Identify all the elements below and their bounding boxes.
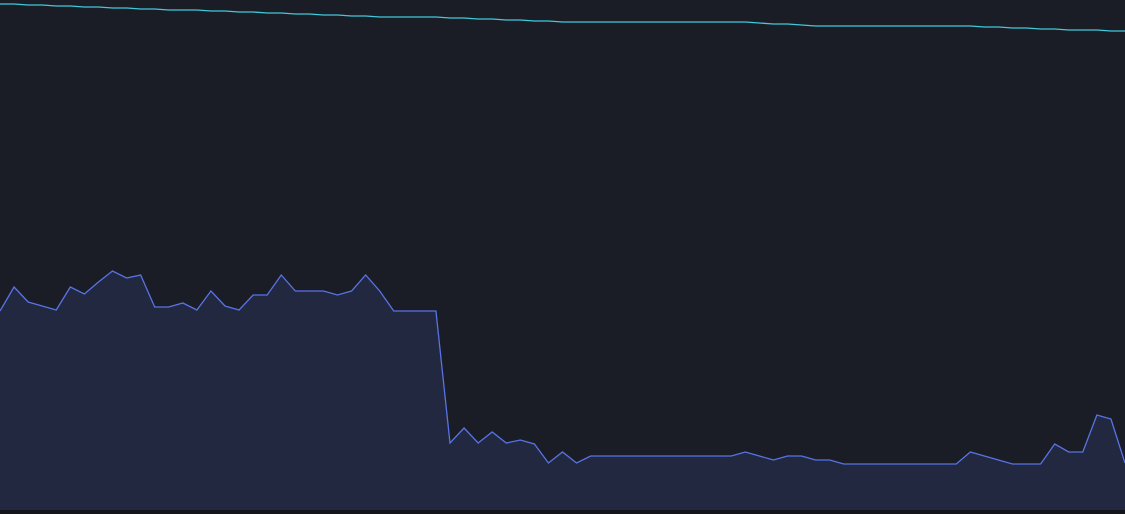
line xyxy=(0,3,1125,32)
area xyxy=(0,271,1125,514)
line xyxy=(0,270,1125,465)
bottom-strip xyxy=(0,510,1125,514)
